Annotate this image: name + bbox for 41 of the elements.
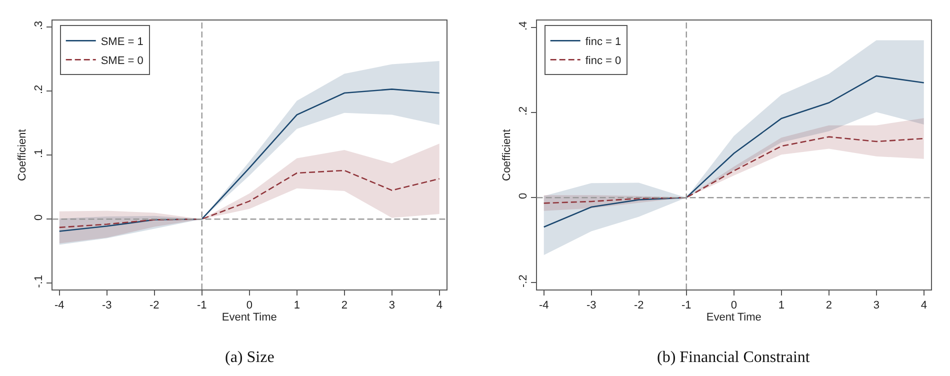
legend-label: SME = 1 <box>100 36 144 48</box>
line-series <box>58 88 440 232</box>
x-tick-label: 2 <box>341 300 348 312</box>
x-axis-title: Event Time <box>222 312 277 324</box>
line-series <box>543 75 925 228</box>
x-tick-label: -4 <box>538 300 549 312</box>
x-tick-label: -2 <box>634 300 644 312</box>
text: (b) Financial Constraint <box>657 349 810 366</box>
x-tick-label: 1 <box>778 300 784 312</box>
x-axis-title: Event Time <box>706 312 762 324</box>
y-tick-label: .2 <box>517 106 530 116</box>
x-tick-label: 0 <box>246 300 252 312</box>
y-tick-label: 0 <box>517 192 530 200</box>
x-tick-label: 4 <box>920 300 927 312</box>
x-tick-label: -1 <box>681 300 692 312</box>
x-tick-label: 0 <box>730 300 737 312</box>
y-axis-title: Coefficient <box>501 129 513 181</box>
y-tick-label: .1 <box>32 148 45 158</box>
y-tick-label: -.1 <box>32 275 45 288</box>
y-tick-label: 0 <box>32 214 45 221</box>
line-series <box>58 170 440 228</box>
x-tick-label: 1 <box>294 300 300 312</box>
legend-label: SME = 0 <box>100 54 144 67</box>
legend-label: finc = 0 <box>585 54 622 67</box>
x-tick-label: 3 <box>873 300 880 312</box>
x-tick-label: -2 <box>149 300 160 312</box>
y-tick-label: .3 <box>32 20 45 30</box>
y-tick-label: .4 <box>517 21 530 30</box>
x-tick-label: -4 <box>54 300 64 312</box>
x-tick-label: 4 <box>436 300 442 312</box>
y-tick-label: -.2 <box>517 274 530 288</box>
x-tick-label: 2 <box>826 300 832 312</box>
y-axis-title: Coefficient <box>16 129 28 181</box>
line-series <box>543 136 925 204</box>
legend-label: finc = 1 <box>585 36 622 48</box>
x-tick-label: 3 <box>388 300 395 312</box>
x-tick-label: -3 <box>102 300 112 312</box>
y-tick-label: .2 <box>32 84 45 94</box>
x-tick-label: -1 <box>196 300 207 312</box>
text: (a) Size <box>225 349 274 366</box>
x-tick-label: -3 <box>586 300 596 312</box>
